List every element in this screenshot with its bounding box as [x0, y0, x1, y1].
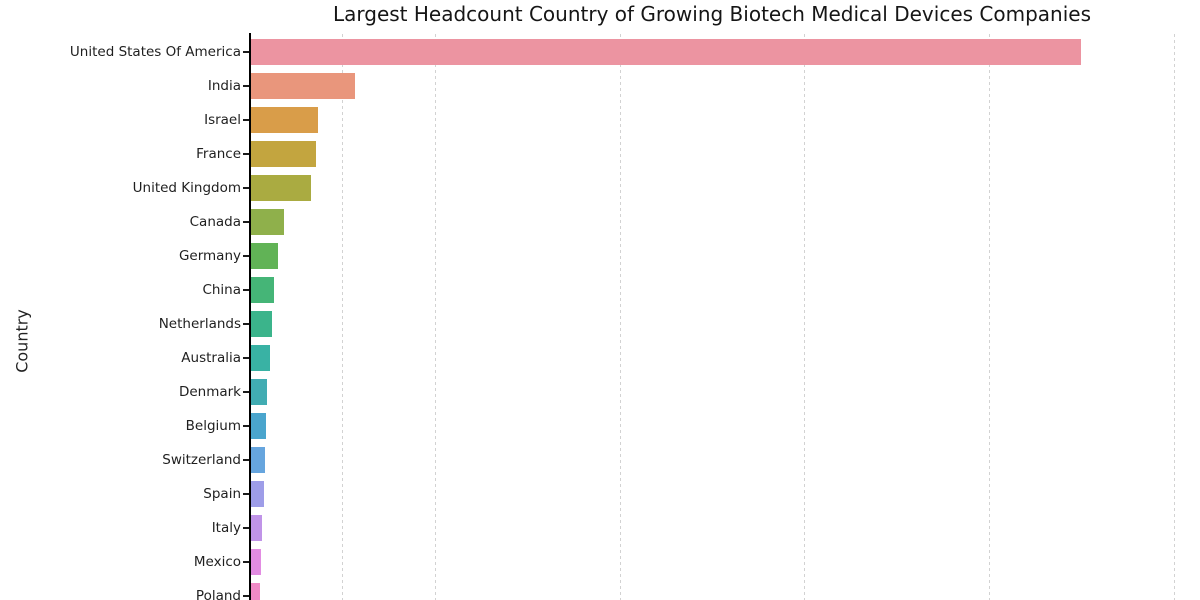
y-tick-mark [243, 561, 249, 563]
y-tick-mark [243, 221, 249, 223]
y-tick-label: Israel [204, 112, 241, 128]
y-tick-mark [243, 85, 249, 87]
bar [250, 39, 1081, 65]
bar [250, 209, 284, 235]
y-tick-label: France [196, 146, 241, 162]
y-tick-label: Switzerland [162, 452, 241, 468]
bar [250, 345, 270, 371]
y-tick-label: United Kingdom [132, 180, 241, 196]
bar [250, 73, 355, 99]
y-tick-mark [243, 255, 249, 257]
y-tick-mark [243, 595, 249, 597]
y-tick-mark [243, 459, 249, 461]
bar [250, 107, 318, 133]
chart-title: Largest Headcount Country of Growing Bio… [332, 2, 1091, 26]
x-gridline [988, 34, 990, 600]
x-gridline [1173, 34, 1175, 600]
x-gridline [341, 34, 343, 600]
y-tick-mark [243, 425, 249, 427]
bar [250, 175, 311, 201]
x-gridline [803, 34, 805, 600]
y-tick-label: Australia [181, 350, 241, 366]
y-tick-label: Germany [178, 248, 241, 264]
y-tick-label: Denmark [178, 384, 241, 400]
bar [250, 481, 264, 507]
y-tick-mark [243, 289, 249, 291]
y-tick-mark [243, 493, 249, 495]
y-tick-mark [243, 153, 249, 155]
y-tick-mark [243, 391, 249, 393]
y-tick-label: Belgium [185, 418, 241, 434]
bar [250, 549, 261, 575]
y-tick-label: India [207, 78, 241, 94]
y-tick-label: Poland [195, 588, 241, 600]
y-tick-label: China [202, 282, 241, 298]
bar [250, 515, 262, 541]
bar [250, 379, 267, 405]
y-tick-label: Canada [189, 214, 241, 230]
bar [250, 413, 266, 439]
y-axis-spine [249, 33, 251, 600]
bar [250, 243, 278, 269]
bar [250, 583, 260, 600]
bar [250, 141, 316, 167]
y-tick-mark [243, 527, 249, 529]
y-tick-label: Spain [203, 486, 241, 502]
y-tick-label: Italy [211, 520, 241, 536]
bar [250, 311, 272, 337]
y-tick-label: United States Of America [69, 44, 241, 60]
y-tick-mark [243, 51, 249, 53]
x-gridline [619, 34, 621, 600]
bar [250, 447, 265, 473]
y-tick-mark [243, 187, 249, 189]
bar [250, 277, 274, 303]
y-tick-label: Netherlands [158, 316, 241, 332]
y-tick-mark [243, 357, 249, 359]
x-gridline [434, 34, 436, 600]
y-tick-mark [243, 119, 249, 121]
y-tick-label: Mexico [193, 554, 241, 570]
y-tick-mark [243, 323, 249, 325]
